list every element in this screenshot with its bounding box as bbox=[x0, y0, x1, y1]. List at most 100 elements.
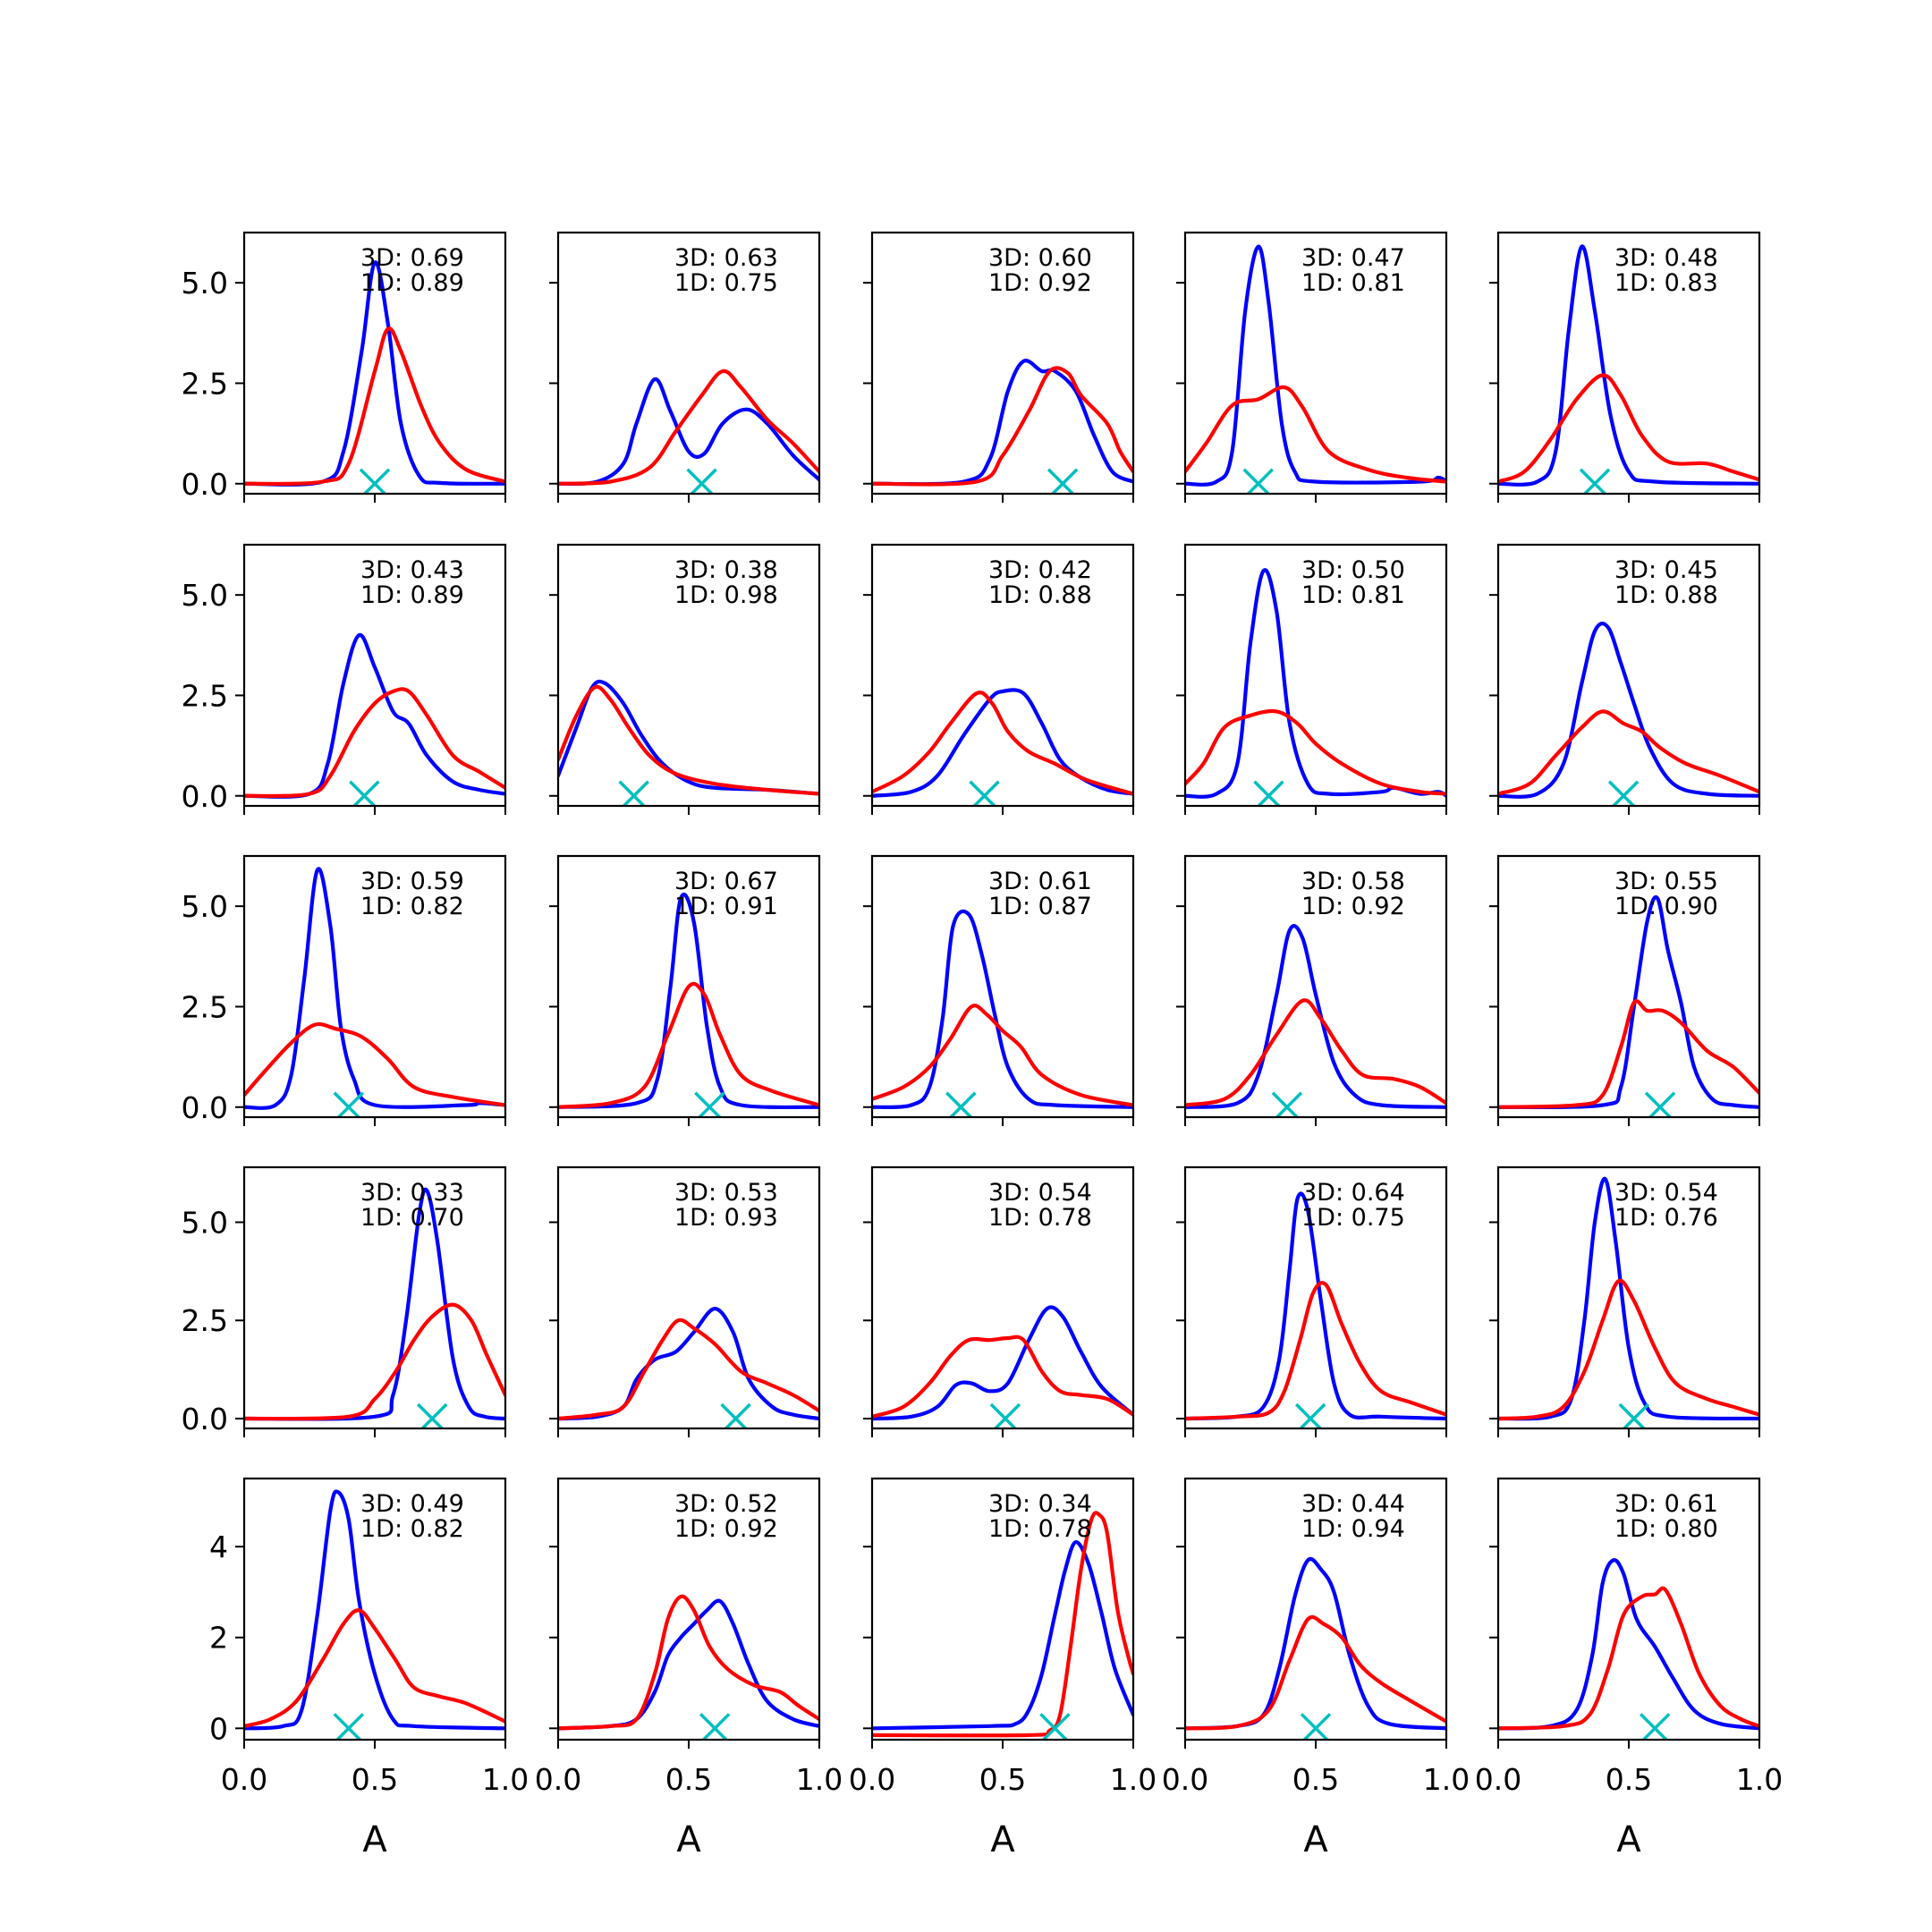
annotation-3d: 3D: 0.55 bbox=[1614, 868, 1718, 895]
series-3d-line bbox=[558, 377, 819, 487]
marker-x bbox=[333, 1713, 365, 1740]
series-1d-line bbox=[558, 1594, 819, 1731]
annotation-3d: 3D: 0.44 bbox=[1301, 1490, 1405, 1518]
annotation-1d: 1D: 0.83 bbox=[1614, 269, 1718, 297]
annotation-3d: 3D: 0.60 bbox=[988, 244, 1092, 272]
series-3d-line bbox=[872, 1305, 1133, 1421]
series-1d-line bbox=[872, 1335, 1133, 1419]
series-1d-line bbox=[872, 691, 1133, 796]
annotation-3d: 3D: 0.54 bbox=[1614, 1179, 1718, 1207]
series-1d-line bbox=[1498, 373, 1759, 484]
series-1d-line bbox=[1185, 385, 1446, 484]
series-3d-line bbox=[1185, 244, 1446, 487]
annotation-1d: 1D: 0.75 bbox=[1301, 1204, 1405, 1232]
x-tick-label: 0.0 bbox=[1162, 1762, 1208, 1797]
series-1d-line bbox=[1498, 1278, 1759, 1421]
annotation-3d: 3D: 0.38 bbox=[674, 556, 778, 584]
annotation-1d: 1D: 0.93 bbox=[674, 1204, 778, 1232]
plot-area bbox=[872, 1511, 1133, 1740]
annotation-3d: 3D: 0.59 bbox=[360, 868, 464, 895]
annotation-1d: 1D: 0.81 bbox=[1301, 581, 1405, 609]
annotation-1d: 1D: 0.82 bbox=[360, 893, 464, 920]
annotation-1d: 1D: 0.88 bbox=[1614, 581, 1718, 609]
annotation-3d: 3D: 0.43 bbox=[360, 556, 464, 584]
plot-area bbox=[244, 1489, 505, 1740]
x-tick-label: 0.5 bbox=[665, 1762, 712, 1797]
annotation-1d: 1D: 0.78 bbox=[988, 1204, 1092, 1232]
series-1d-line bbox=[1498, 709, 1759, 796]
series-1d-line bbox=[558, 369, 819, 486]
annotation-3d: 3D: 0.54 bbox=[988, 1179, 1092, 1207]
marker-x bbox=[1639, 1713, 1671, 1740]
series-1d-line bbox=[558, 981, 819, 1109]
y-tick-label: 2 bbox=[209, 1621, 228, 1656]
annotation-1d: 1D: 0.76 bbox=[1614, 1204, 1718, 1232]
x-tick-label: 0.5 bbox=[1606, 1762, 1652, 1797]
x-axis-label: A bbox=[990, 1819, 1015, 1860]
y-tick-label: 5.0 bbox=[182, 578, 228, 613]
annotation-3d: 3D: 0.49 bbox=[360, 1490, 464, 1518]
annotation-1d: 1D: 0.87 bbox=[988, 893, 1092, 920]
series-3d-line bbox=[872, 909, 1133, 1110]
x-tick-label: 0.0 bbox=[1475, 1762, 1521, 1797]
series-3d-line bbox=[244, 867, 505, 1110]
plot-area bbox=[872, 1305, 1133, 1428]
y-tick-label: 0.0 bbox=[182, 1402, 228, 1436]
plot-area bbox=[558, 1594, 819, 1740]
series-1d-line bbox=[558, 684, 819, 796]
annotation-1d: 1D: 0.98 bbox=[674, 581, 778, 609]
annotation-1d: 1D: 0.88 bbox=[988, 581, 1092, 609]
series-1d-line bbox=[1185, 708, 1446, 796]
series-1d-line bbox=[1498, 1586, 1759, 1731]
annotation-1d: 1D: 0.70 bbox=[360, 1204, 464, 1232]
annotation-1d: 1D: 0.89 bbox=[360, 581, 464, 609]
series-3d-line bbox=[1498, 622, 1759, 799]
y-tick-label: 2.5 bbox=[182, 989, 228, 1024]
y-tick-label: 5.0 bbox=[182, 1205, 228, 1240]
x-tick-label: 0.0 bbox=[849, 1762, 895, 1797]
annotation-3d: 3D: 0.67 bbox=[674, 868, 778, 895]
annotation-3d: 3D: 0.52 bbox=[674, 1490, 778, 1518]
y-tick-label: 2.5 bbox=[182, 366, 228, 401]
series-1d-line bbox=[244, 1021, 505, 1107]
annotation-1d: 1D: 0.80 bbox=[1614, 1515, 1718, 1543]
y-tick-label: 5.0 bbox=[182, 266, 228, 301]
annotation-3d: 3D: 0.50 bbox=[1301, 556, 1405, 584]
annotation-3d: 3D: 0.33 bbox=[360, 1179, 464, 1207]
x-tick-label: 1.0 bbox=[1423, 1762, 1470, 1797]
annotation-3d: 3D: 0.61 bbox=[988, 868, 1092, 895]
y-tick-label: 2.5 bbox=[182, 678, 228, 713]
series-1d-line bbox=[558, 1318, 819, 1421]
series-1d-line bbox=[1498, 999, 1759, 1109]
series-3d-line bbox=[558, 892, 819, 1110]
annotation-3d: 3D: 0.61 bbox=[1614, 1490, 1718, 1518]
annotation-3d: 3D: 0.58 bbox=[1301, 868, 1405, 895]
plot-area bbox=[1185, 924, 1446, 1117]
y-tick-label: 0.0 bbox=[182, 467, 228, 502]
annotation-1d: 1D: 0.82 bbox=[360, 1515, 464, 1543]
plot-area bbox=[1498, 1558, 1759, 1740]
annotation-1d: 1D: 0.81 bbox=[1301, 269, 1405, 297]
series-3d-line bbox=[1185, 924, 1446, 1109]
y-tick-label: 0 bbox=[209, 1711, 228, 1746]
y-tick-label: 0.0 bbox=[182, 779, 228, 814]
y-tick-label: 4 bbox=[209, 1530, 228, 1564]
x-tick-label: 0.5 bbox=[352, 1762, 398, 1797]
